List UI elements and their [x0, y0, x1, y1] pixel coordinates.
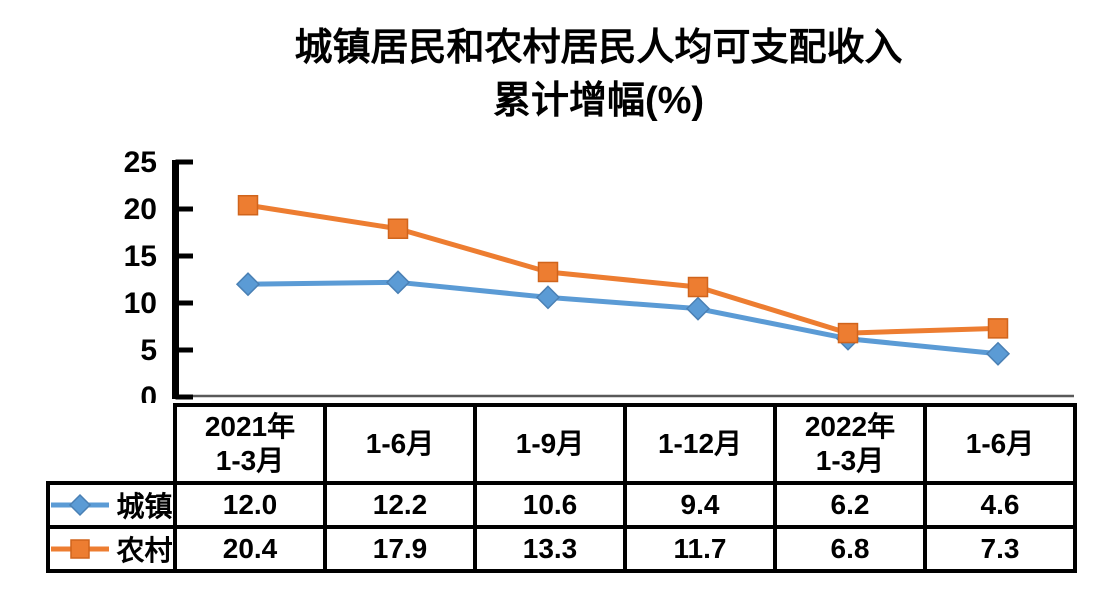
diamond-marker: [385, 270, 411, 295]
square-marker: [537, 261, 559, 283]
value-cell: 9.4: [623, 481, 777, 529]
value-cell: 17.9: [323, 525, 477, 573]
category-cell: 2022年 1-3月: [773, 403, 927, 485]
category-cell: 1-12月: [623, 403, 777, 485]
value-cell: 7.3: [923, 525, 1077, 573]
square-marker: [687, 276, 709, 298]
category-cell: 1-6月: [323, 403, 477, 485]
series-row-rural: 农村 20.4 17.9 13.3 11.7 6.8 7.3: [46, 525, 1077, 573]
series-line-diamond: [245, 279, 1001, 357]
value-cell: 10.6: [473, 481, 627, 529]
line-chart-plot: 0 5 10 15 20 25: [124, 146, 1074, 403]
category-cell: 2021年 1-3月: [173, 403, 327, 485]
chart-title: 城镇居民和农村居民人均可支配收入 累计增幅(%): [0, 22, 1097, 128]
square-marker: [837, 322, 859, 344]
value-cell: 6.8: [773, 525, 927, 573]
y-tick-label: 0: [140, 381, 157, 403]
y-tick-label: 5: [140, 334, 157, 367]
chart-title-line1: 城镇居民和农村居民人均可支配收入: [294, 27, 903, 69]
value-cell: 13.3: [473, 525, 627, 573]
value-cell: 11.7: [623, 525, 777, 573]
category-header-row: 2021年 1-3月 1-6月 1-9月 1-12月 2022年 1-3月 1-…: [48, 403, 1077, 485]
rural-legend-marker-icon: [51, 539, 110, 559]
square-marker: [387, 218, 409, 239]
diamond-marker: [535, 285, 561, 310]
legend-cell-rural: 农村: [46, 525, 177, 573]
data-table: 2021年 1-3月 1-6月 1-9月 1-12月 2022年 1-3月 1-…: [46, 403, 1077, 573]
square-marker: [237, 194, 259, 216]
value-cell: 6.2: [773, 481, 927, 529]
diamond-marker: [685, 296, 711, 321]
y-tick-label: 25: [124, 146, 157, 179]
diamond-marker: [235, 272, 261, 297]
series-line-square: [245, 202, 1001, 336]
urban-legend-marker-icon: [51, 493, 110, 517]
diamond-marker: [985, 341, 1011, 366]
series-row-urban: 城镇 12.0 12.2 10.6 9.4 6.2 4.6: [46, 481, 1077, 529]
category-cell: 1-9月: [473, 403, 627, 485]
value-cell: 12.2: [323, 481, 477, 529]
legend-cell-urban: 城镇: [46, 481, 177, 529]
y-tick-label: 20: [124, 193, 157, 226]
legend-header-blank: [48, 405, 175, 483]
y-tick-label: 15: [124, 240, 157, 273]
value-cell: 20.4: [173, 525, 327, 573]
category-cell: 1-6月: [923, 403, 1077, 485]
value-cell: 4.6: [923, 481, 1077, 529]
square-marker: [987, 318, 1009, 339]
series-name-urban: 城镇: [116, 491, 173, 522]
value-cell: 12.0: [173, 481, 327, 529]
y-tick-label: 10: [124, 287, 157, 320]
series-name-rural: 农村: [116, 535, 173, 566]
chart-title-line2: 累计增幅(%): [492, 80, 705, 122]
